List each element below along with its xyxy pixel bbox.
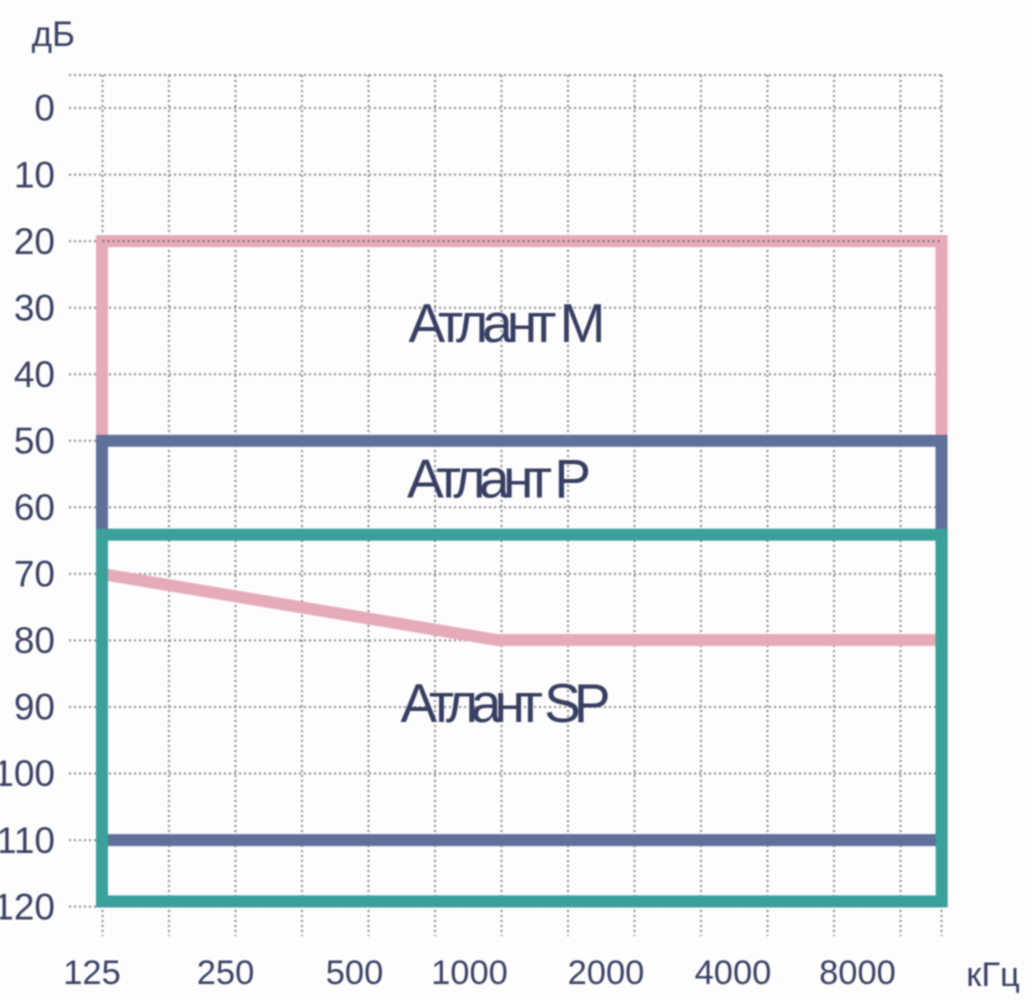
svg-text:2000: 2000 (568, 954, 645, 992)
svg-text:40: 40 (14, 354, 55, 395)
svg-text:30: 30 (14, 287, 55, 328)
svg-text:дБ: дБ (32, 15, 75, 54)
svg-text:250: 250 (197, 954, 255, 992)
svg-text:Атлант SP: Атлант SP (401, 672, 611, 734)
svg-text:110: 110 (0, 820, 55, 861)
svg-text:500: 500 (326, 954, 384, 992)
svg-text:0: 0 (34, 88, 55, 129)
svg-text:70: 70 (14, 554, 55, 595)
svg-text:кГц: кГц (966, 956, 1020, 994)
svg-text:125: 125 (63, 954, 121, 992)
svg-text:Атлант Р: Атлант Р (407, 448, 591, 510)
svg-text:20: 20 (14, 221, 55, 262)
svg-text:Атлант М: Атлант М (409, 292, 606, 354)
svg-text:120: 120 (0, 886, 55, 927)
svg-text:90: 90 (14, 687, 55, 728)
svg-text:80: 80 (14, 620, 55, 661)
svg-text:10: 10 (14, 154, 55, 195)
svg-text:4000: 4000 (695, 954, 772, 992)
svg-text:50: 50 (14, 421, 55, 462)
svg-text:60: 60 (14, 487, 55, 528)
svg-text:100: 100 (0, 753, 55, 794)
svg-text:8000: 8000 (819, 954, 896, 992)
svg-text:1000: 1000 (431, 954, 508, 992)
